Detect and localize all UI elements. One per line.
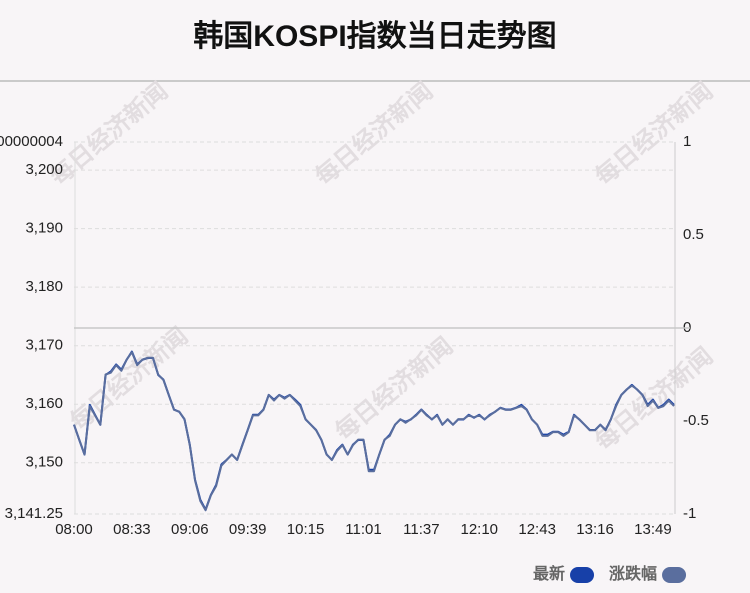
x-tick-label: 12:43 [518, 521, 556, 538]
series-line [73, 351, 675, 512]
chart-title: 韩国KOSPI指数当日走势图 [193, 20, 556, 53]
y-tick-label: 3,200 [25, 161, 63, 178]
x-tick-label: 10:15 [287, 521, 325, 538]
x-tick-label: 08:00 [55, 521, 93, 538]
legend-label: 最新 [533, 564, 565, 583]
legend-item: 最新 [533, 564, 595, 583]
watermark: 每日经济新闻 [64, 321, 193, 436]
series-line [73, 350, 675, 511]
y2-tick-label: 1 [683, 133, 691, 150]
watermark: 每日经济新闻 [589, 76, 718, 191]
x-tick-label: 08:33 [113, 521, 151, 538]
x-tick-label: 13:49 [634, 521, 672, 538]
y-tick-label: 3,204.8000000004 [0, 133, 63, 150]
y-tick-label: 3,190 [25, 220, 63, 237]
x-tick-label: 09:39 [229, 521, 267, 538]
y-tick-label: 3,180 [25, 278, 63, 295]
watermark: 每日经济新闻 [44, 76, 173, 191]
y2-tick-label: 0.5 [683, 226, 704, 243]
y2-tick-label: -1 [683, 505, 696, 522]
legend-swatch [662, 567, 687, 583]
y-tick-label: 3,141.25 [5, 505, 63, 522]
x-tick-label: 09:06 [171, 521, 209, 538]
y2-tick-label: -0.5 [683, 412, 709, 429]
watermark: 每日经济新闻 [589, 341, 718, 456]
legend-swatch [570, 567, 595, 583]
x-tick-label: 12:10 [460, 521, 498, 538]
y-tick-label: 3,170 [25, 337, 63, 354]
legend-label: 涨跌幅 [609, 564, 657, 583]
x-tick-label: 13:16 [576, 521, 614, 538]
legend-item: 涨跌幅 [609, 564, 687, 583]
x-tick-label: 11:01 [345, 521, 381, 538]
y-tick-label: 3,160 [25, 395, 63, 412]
watermark: 每日经济新闻 [309, 76, 438, 191]
y-tick-label: 3,150 [25, 454, 63, 471]
x-tick-label: 11:37 [403, 521, 439, 538]
